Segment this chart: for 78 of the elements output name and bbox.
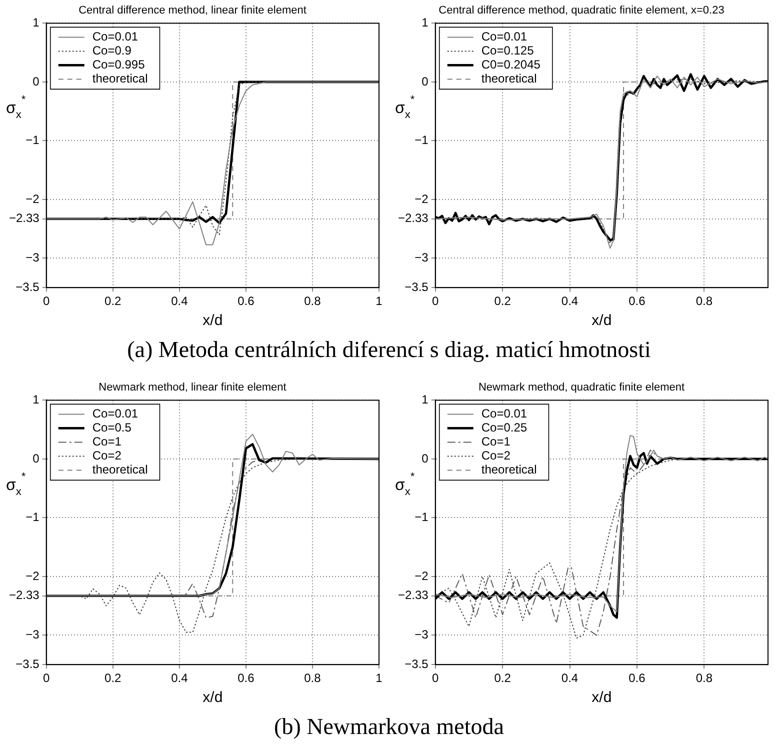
x-tick-label: 0.8 xyxy=(304,294,322,308)
legend-label: Co=1 xyxy=(92,434,122,449)
x-tick-label: 0.2 xyxy=(494,671,512,686)
legend-label: theoretical xyxy=(92,462,148,477)
x-tick-label: 0.4 xyxy=(171,294,188,308)
x-tick-label: 0 xyxy=(43,294,50,308)
text: (a) Metoda centrálních diferencí s diag. maticí hmotnosti xyxy=(126,336,652,364)
legend-label: Co=0.01 xyxy=(92,406,138,421)
x-axis-title: x/d xyxy=(592,312,612,330)
legend-label: theoretical xyxy=(481,72,537,86)
y-tick-label: 0 xyxy=(32,451,40,466)
chart-title: Central difference method, linear finite element xyxy=(78,4,306,17)
x-tick-label: 0 xyxy=(432,671,440,686)
legend-label: Co=2 xyxy=(481,448,511,463)
legend-label: Co=0.9 xyxy=(92,44,132,58)
legend-label: Co=0.01 xyxy=(481,30,528,44)
x-tick-label: 0.8 xyxy=(696,671,713,686)
x-tick-label: 0.8 xyxy=(696,294,713,308)
y-tick-label: 1 xyxy=(422,392,429,407)
y-tick-label: −3 xyxy=(414,250,429,265)
legend-label: Co=2 xyxy=(92,448,122,463)
legend-label: Co=0.25 xyxy=(481,420,528,435)
y-tick-label: −2.33 xyxy=(398,211,429,226)
x-tick-label: 1 xyxy=(376,294,383,308)
x-axis-title: x/d xyxy=(202,312,223,330)
legend-label: Co=1 xyxy=(481,434,511,449)
y-tick-label: −3.5 xyxy=(16,656,40,671)
legend-label: Co=0.01 xyxy=(481,406,528,421)
x-tick-label: 0.4 xyxy=(561,294,578,308)
x-tick-label: 0.6 xyxy=(628,671,646,686)
legend-label: Co=0.01 xyxy=(92,30,138,44)
y-tick-label: −2.33 xyxy=(8,588,40,602)
legend-label: theoretical xyxy=(92,72,148,86)
x-tick-label: 0.4 xyxy=(171,671,188,686)
chart-title: Newmark method, linear finite element xyxy=(98,382,286,394)
legend-label: C0=0.2045 xyxy=(481,58,541,72)
y-tick-label: 0 xyxy=(422,451,429,466)
y-tick-label: −3.5 xyxy=(404,656,429,671)
y-tick-label: −1 xyxy=(414,133,429,148)
x-axis-title: x/d xyxy=(592,689,612,706)
legend-label: theoretical xyxy=(481,462,537,477)
x-tick-label: 0.2 xyxy=(494,294,512,308)
legend-label: Co=0.5 xyxy=(92,420,132,435)
y-tick-label: −2.33 xyxy=(8,211,40,226)
x-tick-label: 0.6 xyxy=(238,294,255,308)
x-tick-label: 0 xyxy=(432,294,440,308)
y-tick-label: −3 xyxy=(414,628,429,642)
y-tick-label: 1 xyxy=(422,16,429,30)
y-tick-label: −2 xyxy=(414,568,429,583)
x-tick-label: 0.6 xyxy=(238,671,255,686)
y-tick-label: −1 xyxy=(26,510,40,524)
y-tick-label: −3 xyxy=(26,250,40,265)
y-tick-label: 1 xyxy=(32,16,40,30)
y-tick-label: −2 xyxy=(26,568,40,583)
legend-label: Co=0.125 xyxy=(481,44,534,58)
text: (b) Newmarkova metoda xyxy=(273,713,505,741)
chart-title: Newmark method, quadratic finite element xyxy=(478,382,685,394)
y-tick-label: −2 xyxy=(26,192,40,206)
x-axis-title: x/d xyxy=(202,689,223,706)
x-tick-label: 0.6 xyxy=(628,294,646,308)
chart-title: Central difference method, quadratic finite element, x=0.23 xyxy=(438,4,724,17)
x-tick-label: 1 xyxy=(376,671,383,686)
y-tick-label: −3.5 xyxy=(16,280,40,294)
x-tick-label: 0 xyxy=(43,671,50,686)
x-tick-label: 0.2 xyxy=(104,671,122,686)
x-tick-label: 0.4 xyxy=(561,671,578,686)
y-tick-label: 1 xyxy=(32,392,40,407)
y-tick-label: −2 xyxy=(414,192,429,206)
y-tick-label: 0 xyxy=(422,74,429,88)
y-tick-label: 0 xyxy=(32,74,40,88)
legend-label: Co=0.995 xyxy=(92,58,146,72)
y-tick-label: −1 xyxy=(26,133,40,148)
y-tick-label: −1 xyxy=(414,510,429,524)
x-tick-label: 0.8 xyxy=(304,671,322,686)
y-tick-label: −3.5 xyxy=(404,280,429,294)
x-tick-label: 0.2 xyxy=(104,294,122,308)
y-tick-label: −3 xyxy=(26,628,40,642)
y-tick-label: −2.33 xyxy=(398,588,429,602)
